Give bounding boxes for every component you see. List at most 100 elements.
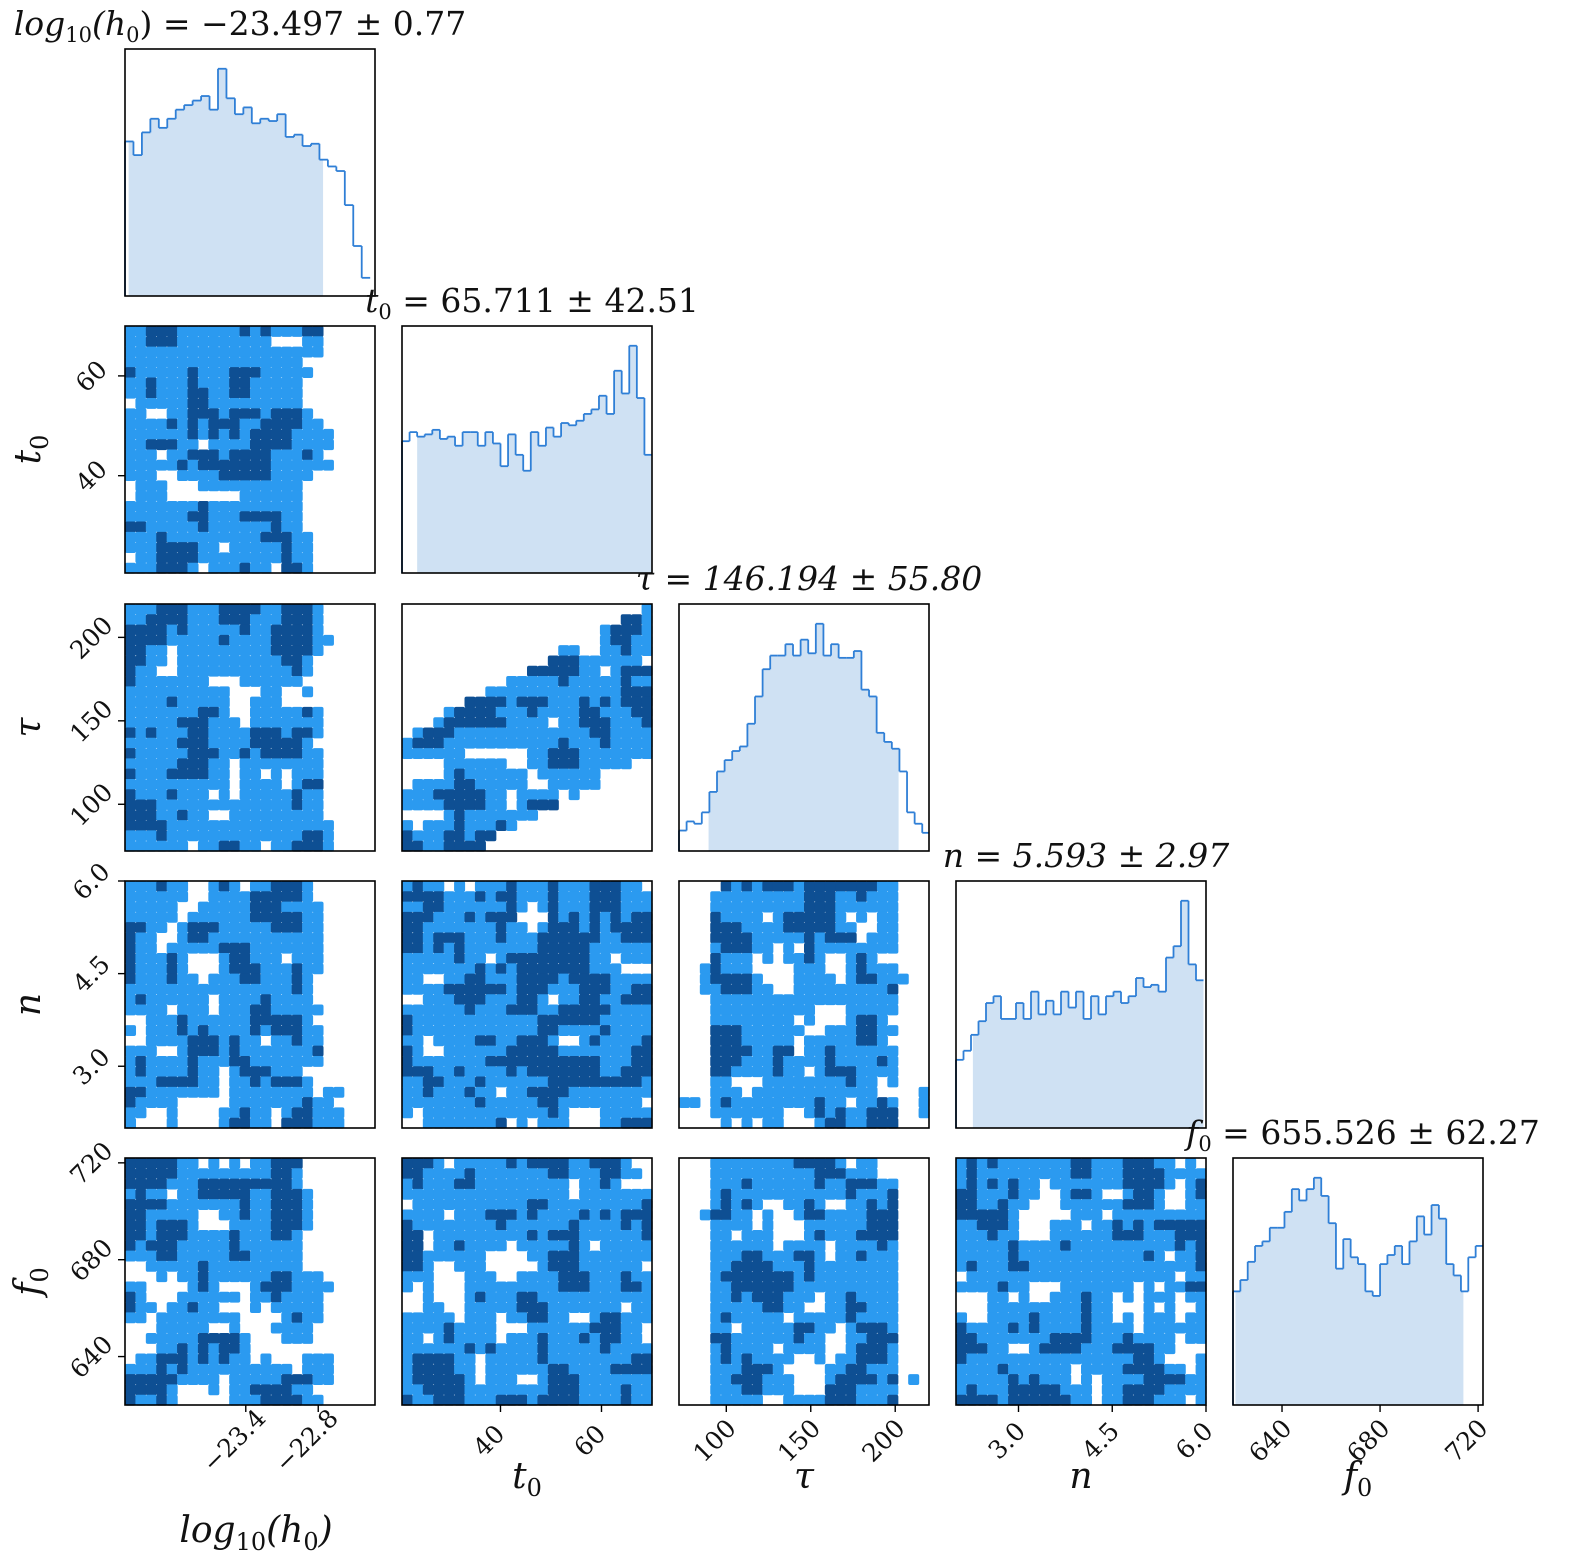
contour-cell [641,686,653,698]
contour-cell [281,1363,293,1375]
contour-cell [631,1332,643,1344]
contour-cell [783,1343,795,1355]
contour-cell [291,830,303,842]
contour-cell [824,1066,836,1078]
contour-cell [966,1209,978,1221]
contour-cell [402,1230,414,1241]
y-tick-label: 200 [64,611,118,665]
contour-cell [568,645,580,657]
contour-cell [856,1374,868,1386]
contour-cell [1091,1219,1103,1231]
contour-cell [177,1343,189,1355]
contour-cell [312,326,324,337]
contour-cell [281,1188,293,1200]
contour-cell [135,973,147,985]
contour-cell [270,1066,282,1078]
contour-cell [260,1045,272,1057]
contour-cell [270,1322,282,1334]
contour-cell [814,932,826,944]
contour-cell [495,820,507,832]
contour-cell [1049,1394,1061,1406]
contour-cell [558,778,570,790]
contour-cell [804,922,816,934]
contour-cell [125,799,137,811]
contour-cell [783,891,795,903]
contour-cell [720,1086,732,1098]
contour-cell [125,1107,137,1119]
contour-cell [1101,1250,1113,1262]
contour-cell [145,1302,157,1313]
contour-cell [814,1230,826,1241]
contour-cell [239,521,251,533]
contour-cell [1133,1219,1145,1231]
contour-cell [302,1302,314,1313]
contour-cell [422,748,434,759]
contour-cell [464,1107,476,1119]
contour-cell [589,942,601,954]
contour-cell [1185,1281,1197,1293]
contour-cell [589,1363,601,1375]
contour-cell [156,1076,168,1088]
contour-cell [156,480,168,492]
contour-cell [856,1076,868,1088]
contour-cell [312,645,324,657]
contour-cell [187,768,199,780]
contour-cell [620,891,632,903]
contour-cell [876,1394,888,1406]
contour-cell [527,809,539,821]
contour-cell [145,377,157,389]
contour-cell [166,1260,178,1272]
contour-cell [527,1240,539,1252]
contour-cell [1008,1219,1020,1231]
contour-cell [856,1107,868,1119]
contour-cell [322,1107,334,1119]
contour-cell [250,891,262,903]
contour-cell [751,1097,763,1109]
contour-cell [783,1004,795,1016]
contour-cell [579,911,591,923]
contour-cell [1049,1168,1061,1180]
contour-cell [197,614,209,626]
contour-cell [218,973,230,985]
contour-cell [579,922,591,934]
contour-cell [793,1302,805,1313]
contour-cell [260,994,272,1006]
contour-cell [187,1045,199,1057]
contour-cell [443,820,455,832]
contour-cell [239,500,251,512]
contour-cell [772,1178,784,1190]
contour-cell [145,562,157,574]
contour-cell [506,922,518,934]
contour-cell [166,500,178,512]
contour-cell [187,994,199,1006]
x-tick-label: 40 [467,1419,510,1462]
contour-cell [1039,1168,1051,1180]
contour-cell [125,1291,137,1303]
contour-cell [804,1035,816,1047]
contour-cell [125,1240,137,1252]
contour-cell [135,1004,147,1016]
contour-cell [741,922,753,934]
contour-cell [250,387,262,399]
contour-cell [229,1353,241,1365]
y-axis-label-n: n [8,993,49,1016]
contour-cell [589,1394,601,1406]
contour-cell [579,942,591,954]
contour-cell [270,727,282,739]
contour-cell [537,1045,549,1057]
contour-cell [793,911,805,923]
contour-cell [762,983,774,995]
contour-cell [443,1066,455,1078]
contour-cell [631,1066,643,1078]
contour-cell [156,820,168,832]
contour-cell [208,387,220,399]
contour-cell [887,1384,899,1396]
contour-cell [537,1025,549,1036]
contour-cell [772,932,784,944]
contour-cell [197,1199,209,1211]
contour-cell [1185,1188,1197,1200]
contour-cell [177,983,189,995]
contour-cell [568,922,580,934]
contour-cell [589,758,601,770]
